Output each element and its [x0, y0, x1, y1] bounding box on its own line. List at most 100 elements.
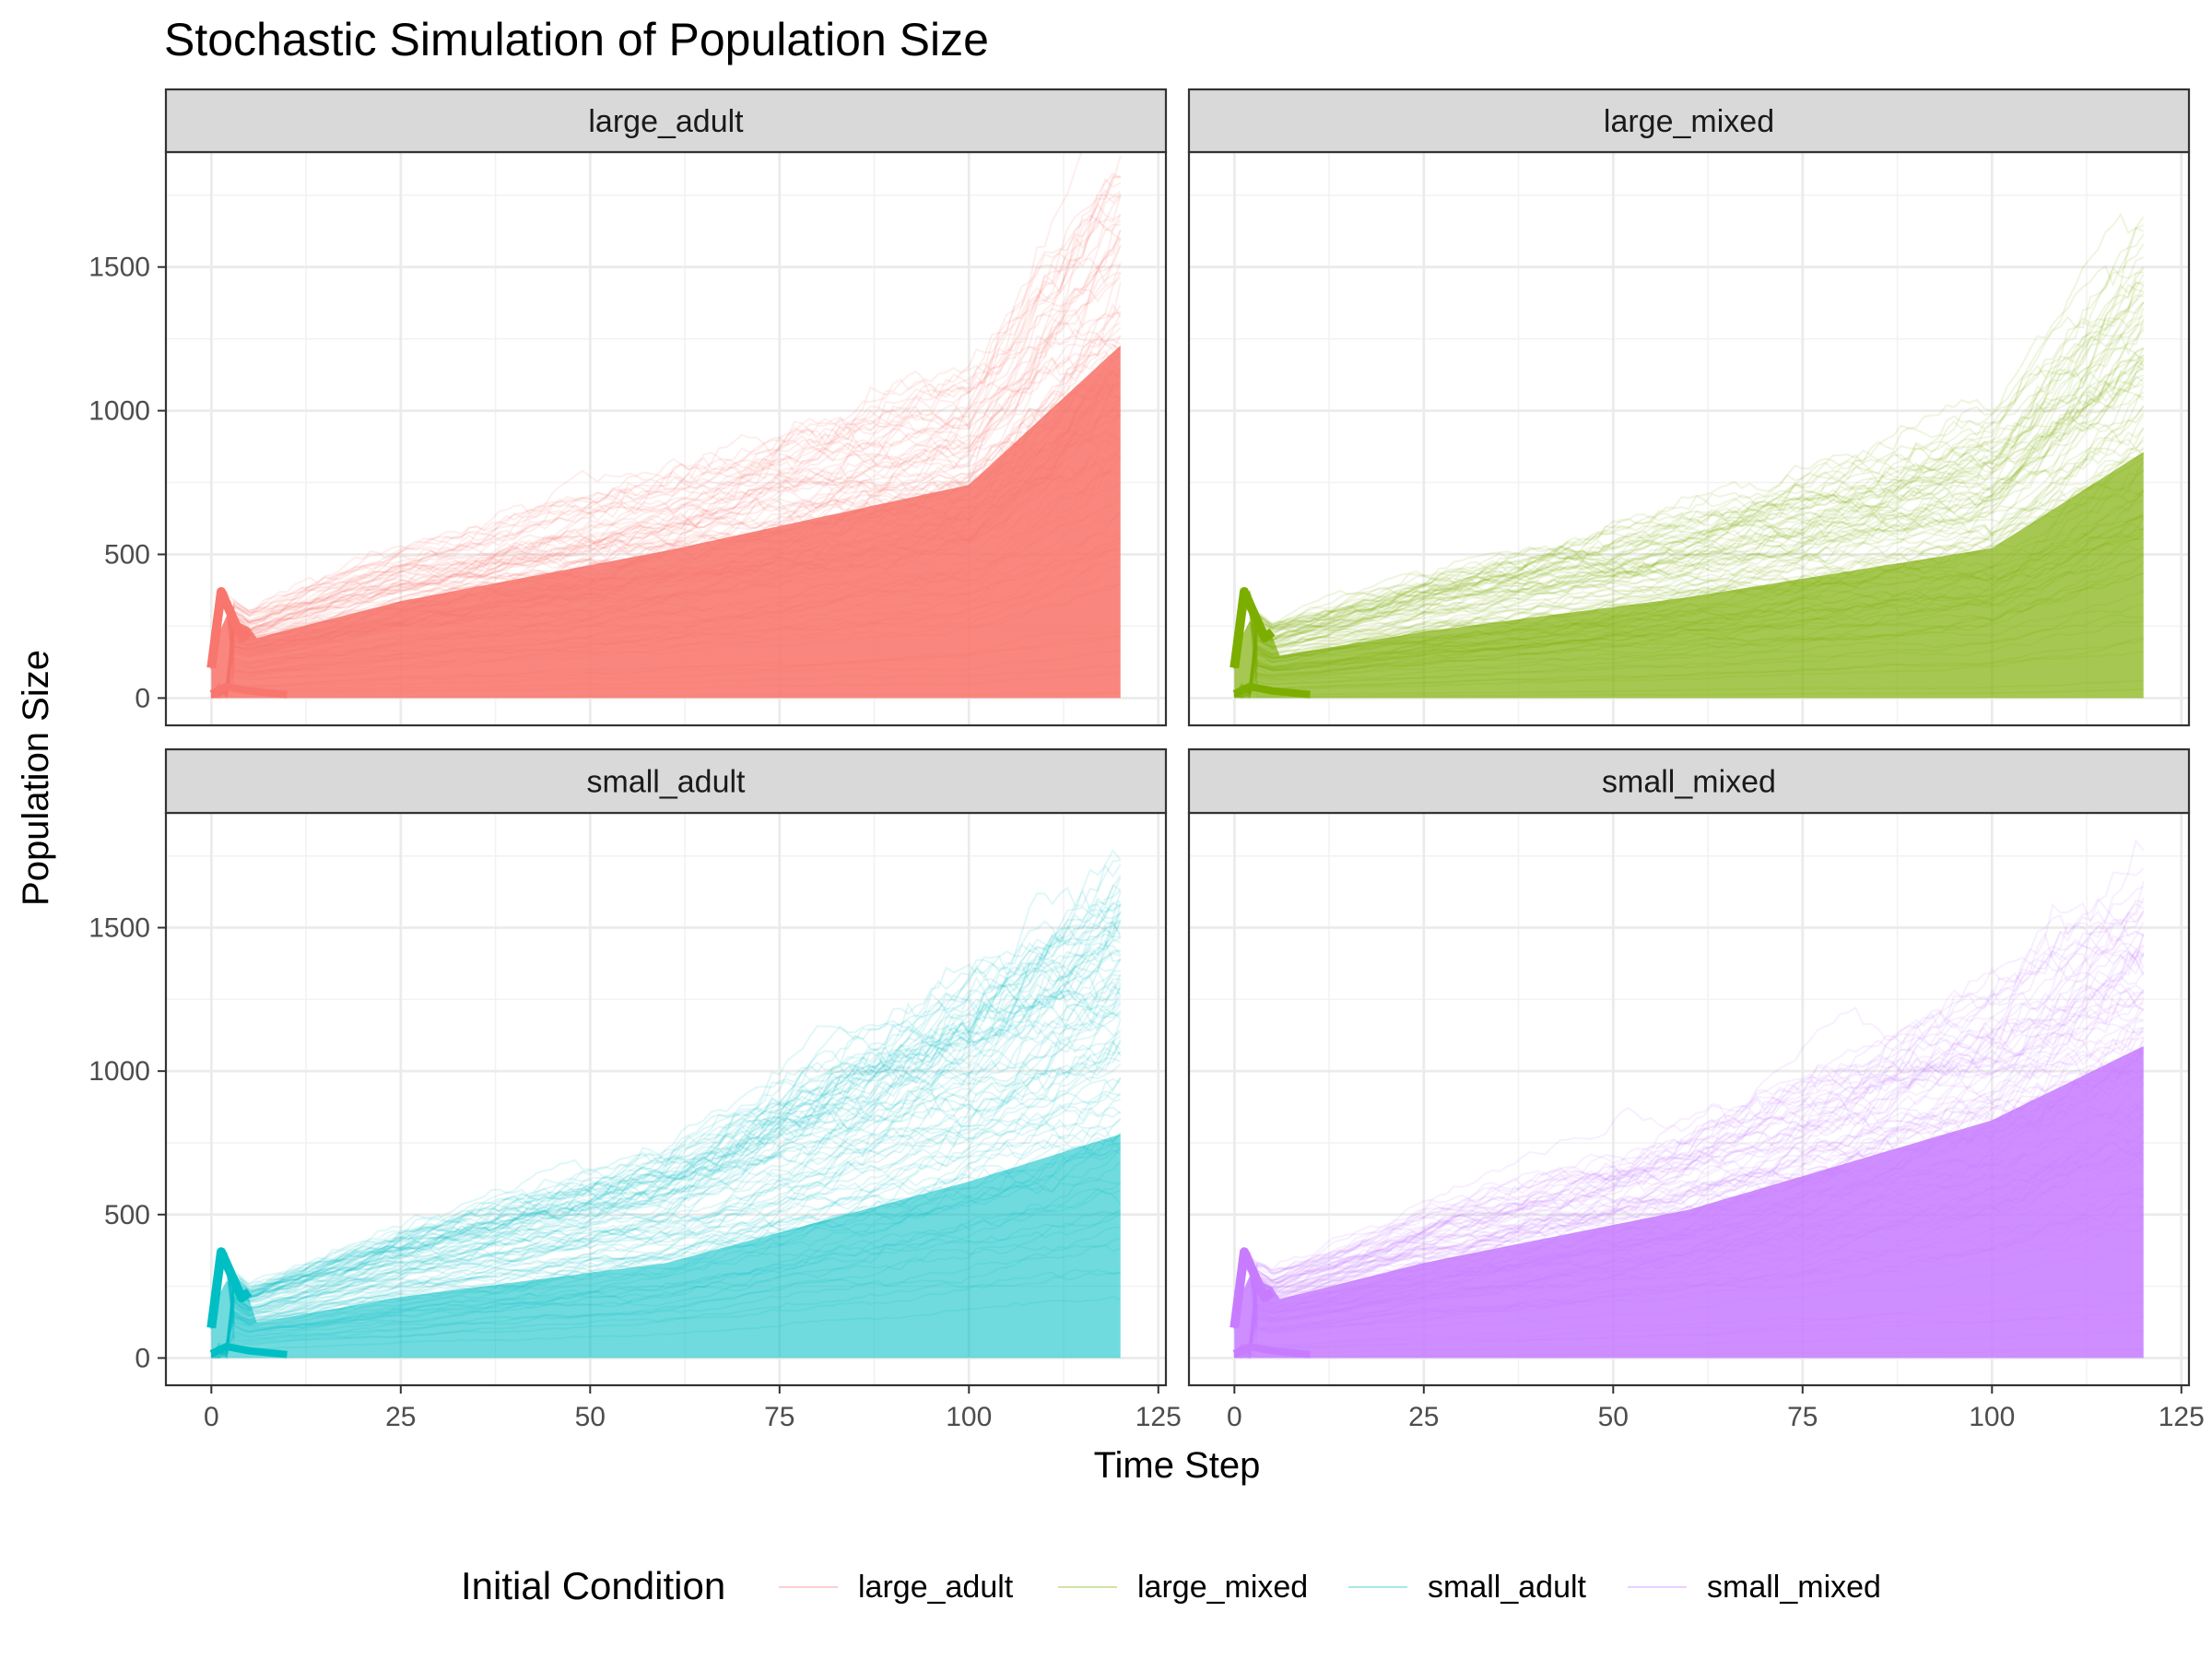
trajectory-line	[210, 1119, 1122, 1359]
legend-label: large_mixed	[1137, 1570, 1308, 1605]
trajectory-line	[211, 322, 1122, 700]
trajectory-line	[210, 349, 1122, 668]
trajectory-line	[1233, 347, 2145, 698]
trajectory-line	[210, 1051, 1122, 1357]
trajectory-line	[210, 975, 1121, 1324]
trajectory-line	[211, 1187, 1122, 1358]
trajectory-line	[1233, 897, 2145, 1327]
trajectory-line	[1234, 552, 2145, 697]
facet-panel-small_mixed: small_mixed 0 25 50 75 100 125	[1187, 747, 2205, 1432]
legend-title: Initial Condition	[461, 1564, 725, 1607]
trajectory-line	[210, 1039, 1122, 1356]
x-tick-label: 25	[385, 1402, 416, 1432]
trajectory-line	[1233, 998, 2145, 1358]
legend-label: large_adult	[858, 1570, 1014, 1605]
trajectory-line	[210, 1006, 1122, 1326]
trajectory-line	[1234, 326, 2145, 699]
trajectory-line	[1233, 1007, 2145, 1325]
trajectory-line	[210, 1105, 1122, 1355]
trajectory-line	[210, 1003, 1122, 1325]
trajectory-line	[210, 902, 1122, 1358]
trajectory-line	[210, 338, 1122, 665]
trajectory-line	[211, 981, 1122, 1356]
trajectory-line	[210, 276, 1122, 665]
trajectory-line	[210, 312, 1121, 665]
trajectory-line	[210, 271, 1121, 697]
trajectory-line	[210, 1210, 1121, 1336]
x-axis-title: Time Step	[1094, 1445, 1261, 1486]
series-large_mixed	[1230, 212, 2145, 700]
trajectory-line	[1234, 614, 2144, 698]
trajectory-line	[210, 398, 1122, 699]
trajectory-line	[1233, 242, 2145, 665]
trajectory-line	[210, 281, 1122, 697]
trajectory-line	[1233, 1315, 2144, 1357]
trajectory-line	[210, 175, 1121, 669]
trajectory-line	[1233, 300, 2145, 666]
trajectory-line	[1233, 292, 2145, 698]
trajectory-line	[1233, 921, 2145, 1328]
trajectory-line	[210, 496, 1122, 669]
trajectory-line	[1233, 1069, 2144, 1327]
trajectory-line	[210, 1018, 1122, 1328]
trajectory-line	[1234, 949, 2145, 1357]
initial-low-line	[209, 1342, 288, 1359]
trajectory-line	[1233, 544, 2145, 698]
trajectory-line	[1233, 910, 2145, 1359]
trajectory-line	[1233, 1203, 2145, 1332]
trajectory-line	[210, 302, 1122, 668]
legend-item-large_mixed: large_mixed	[1058, 1570, 1308, 1605]
trajectory-line	[210, 973, 1122, 1359]
trajectory-line	[1233, 1040, 2145, 1328]
trajectory-line	[210, 194, 1122, 699]
series-core-small_adult	[211, 1134, 1121, 1359]
trajectory-line	[1233, 256, 2145, 667]
trajectory-line	[210, 469, 1122, 666]
trajectory-line	[210, 1031, 1122, 1358]
trajectory-line	[1233, 590, 2145, 697]
trajectory-line	[210, 910, 1122, 1328]
trajectory-line	[1233, 1132, 2145, 1359]
trajectory-line	[1233, 516, 2144, 699]
trajectory-line	[210, 593, 1121, 694]
x-tick-label: 25	[1408, 1402, 1439, 1432]
trajectory-line	[1233, 1149, 2145, 1357]
trajectory-line	[1233, 955, 2144, 1355]
trajectory-line	[210, 409, 1121, 665]
trajectory-line	[210, 1244, 1122, 1343]
trajectory-line	[210, 945, 1122, 1357]
trajectory-line	[210, 344, 1122, 698]
trajectory-line	[210, 582, 1122, 699]
trajectory-line	[1234, 347, 2145, 697]
trajectory-line	[210, 327, 1122, 700]
trajectory-line	[1233, 1047, 2145, 1325]
trajectory-line	[1233, 934, 2145, 1327]
trajectory-line	[1233, 944, 2145, 1358]
trajectory-line	[210, 382, 1122, 665]
trajectory-line	[210, 634, 1121, 697]
facet-panel-large_mixed: large_mixed	[1187, 88, 2191, 727]
trajectory-line	[210, 446, 1122, 666]
trajectory-line	[210, 1144, 1121, 1330]
trajectory-line	[210, 1237, 1121, 1359]
trajectory-line	[1233, 1030, 2145, 1328]
x-tick-label: 75	[764, 1402, 794, 1432]
trajectory-line	[210, 1046, 1121, 1326]
trajectory-line	[1233, 950, 2145, 1324]
facet-panel-small_adult: small_adult 0 500 1000 1500 0 25 50 75 100 125	[88, 747, 1182, 1432]
trajectory-line	[210, 429, 1122, 696]
trajectory-line	[1233, 1036, 2144, 1327]
trajectory-line	[1233, 996, 2145, 1327]
trajectory-line	[1233, 411, 2145, 700]
trajectory-line	[1233, 354, 2145, 667]
trajectory-line	[1233, 1019, 2144, 1327]
trajectory-line	[1233, 953, 2145, 1328]
trajectory-line	[1234, 301, 2145, 698]
y-tick-label: 0	[135, 683, 150, 713]
trajectory-line	[210, 1271, 1121, 1359]
trajectory-line	[210, 1133, 1122, 1330]
trajectory-line	[1233, 266, 2145, 697]
chart-title: Stochastic Simulation of Population Size	[164, 14, 989, 65]
trajectory-line	[210, 1040, 1122, 1324]
y-tick-label: 1500	[88, 253, 150, 283]
